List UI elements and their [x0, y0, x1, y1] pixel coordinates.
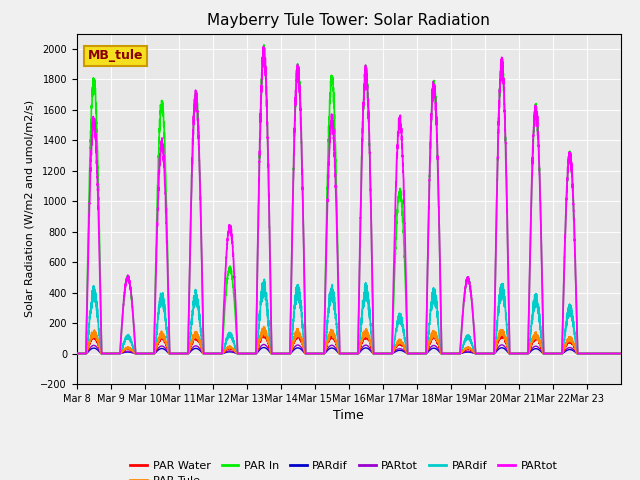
X-axis label: Time: Time	[333, 409, 364, 422]
Legend: PAR Water, PAR Tule, PAR In, PARdif, PARtot, PARdif, PARtot: PAR Water, PAR Tule, PAR In, PARdif, PAR…	[126, 456, 562, 480]
Y-axis label: Solar Radiation (W/m2 and umol/m2/s): Solar Radiation (W/m2 and umol/m2/s)	[25, 100, 35, 317]
Title: Mayberry Tule Tower: Solar Radiation: Mayberry Tule Tower: Solar Radiation	[207, 13, 490, 28]
Text: MB_tule: MB_tule	[88, 49, 143, 62]
